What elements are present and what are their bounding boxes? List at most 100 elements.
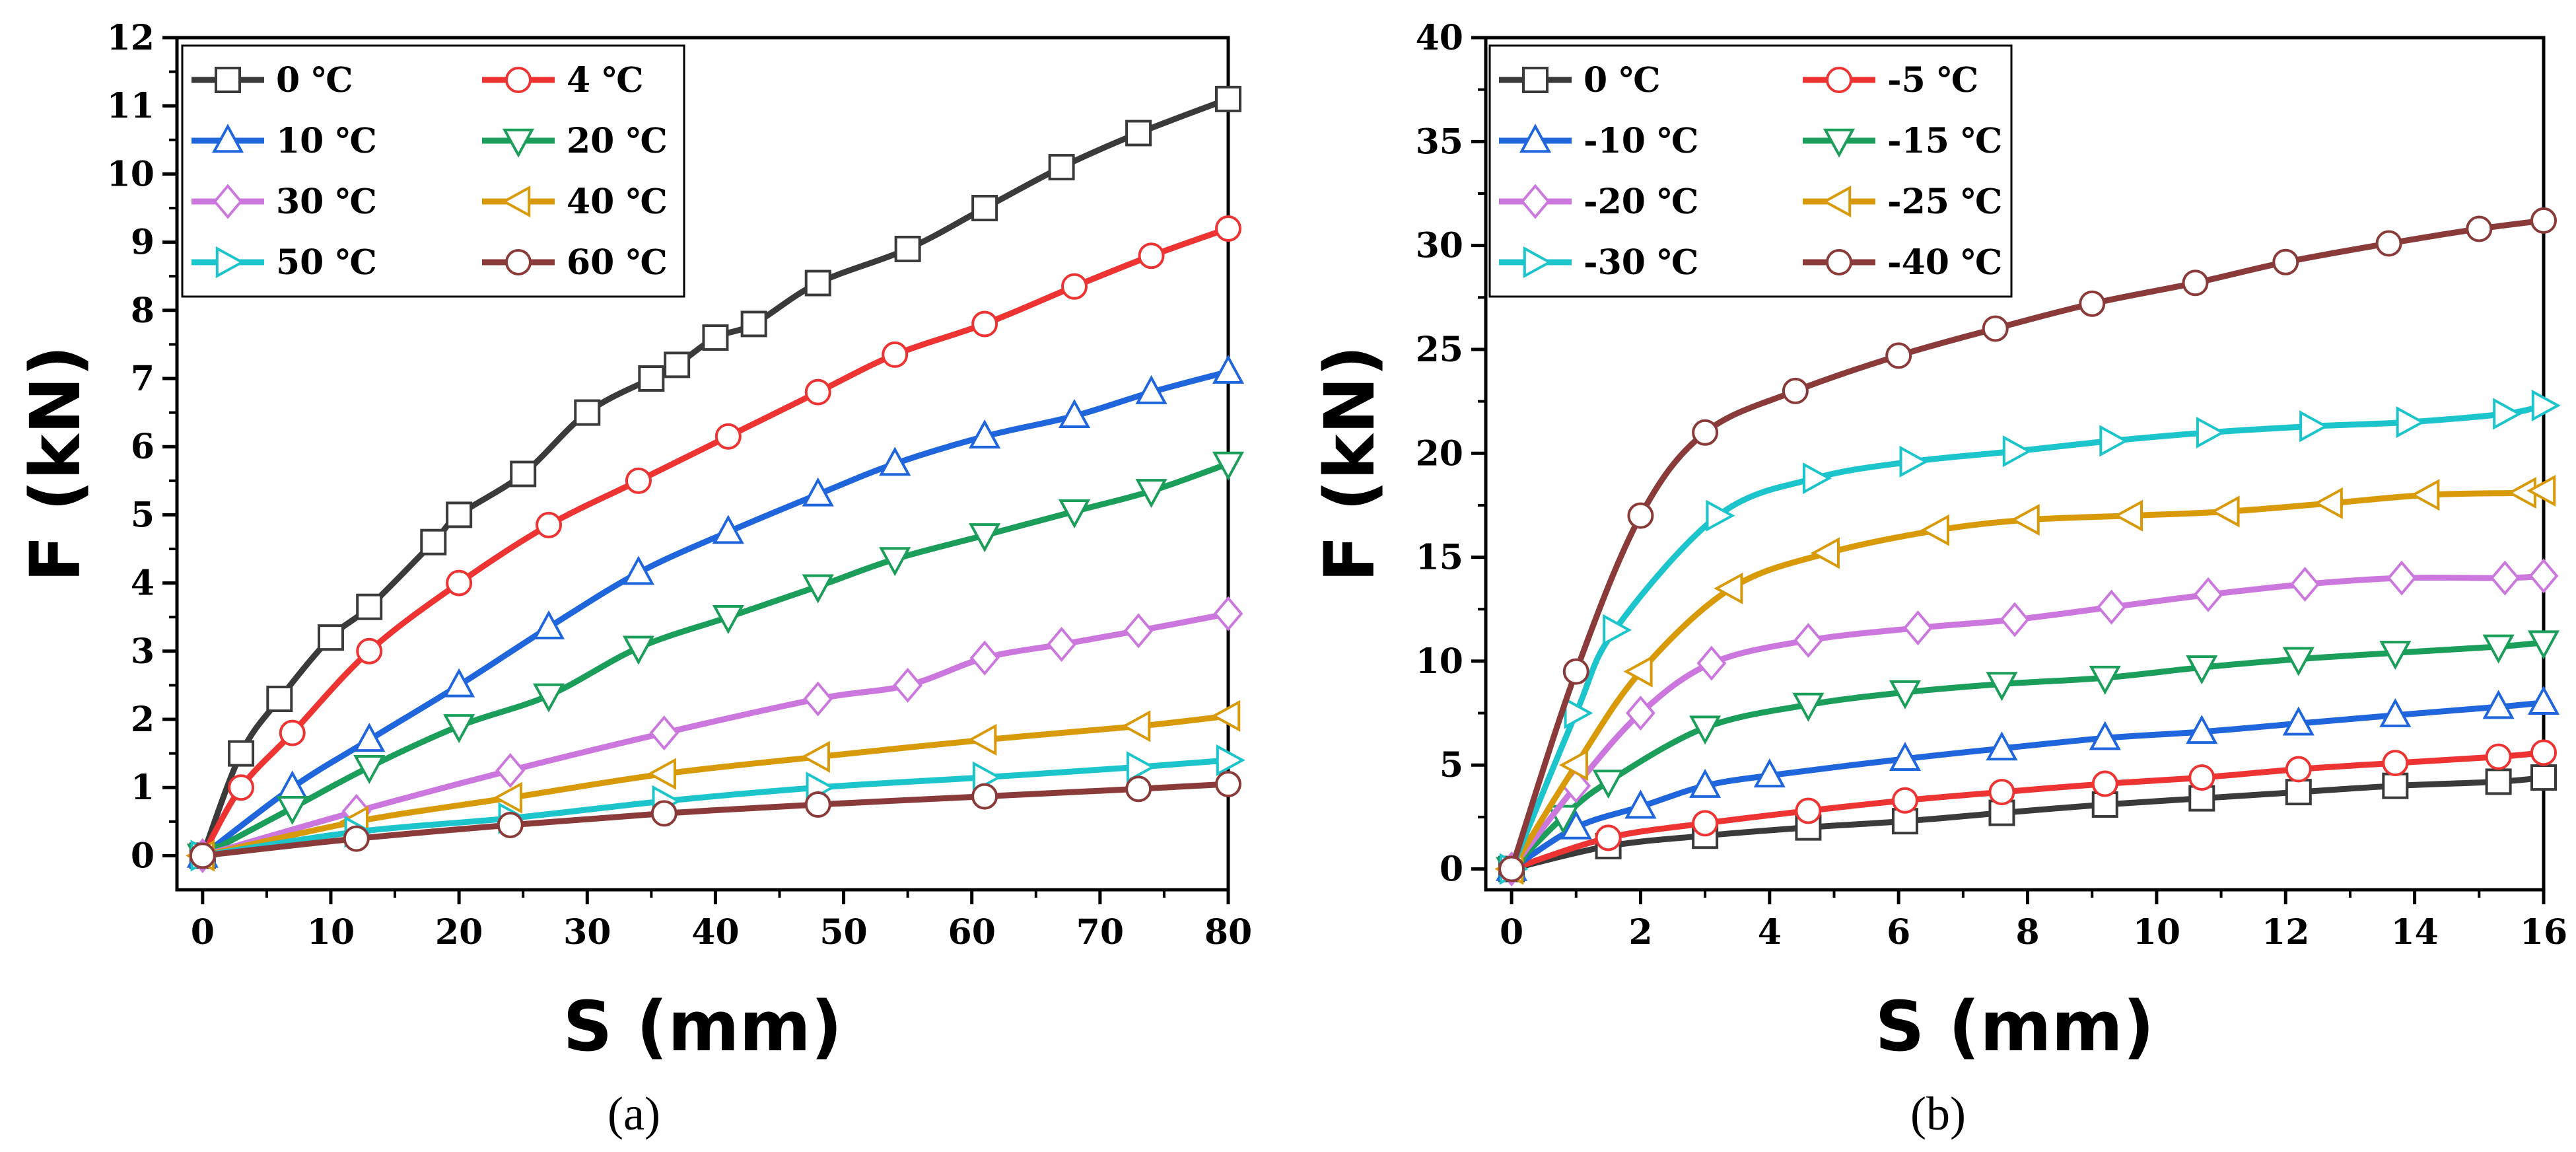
y-tick-label: 4	[131, 563, 155, 604]
legend-marker	[215, 246, 245, 279]
data-point	[1216, 744, 1245, 776]
data-point	[276, 795, 308, 825]
y-tick-label: 8	[131, 291, 155, 331]
data-point	[1058, 499, 1091, 529]
y-tick-label: 0	[1440, 849, 1463, 890]
data-point	[1558, 749, 1588, 781]
data-point	[2396, 406, 2425, 439]
data-point	[1126, 751, 1156, 783]
panel-b: 0 2 4 6 8 10 12 14 16 0 5 10 15 20 25 30 35 40 0 ℃ -5 ℃ -10…	[1309, 18, 2567, 1140]
data-point	[1706, 499, 1735, 532]
data-point	[574, 399, 601, 426]
data-point	[1802, 462, 1832, 495]
data-point	[1058, 398, 1091, 428]
data-point	[497, 811, 524, 838]
data-point	[2091, 770, 2118, 797]
data-point	[1689, 715, 1722, 745]
data-point	[317, 624, 344, 651]
x-tick-label: 16	[2520, 912, 2567, 953]
data-point	[1795, 797, 1822, 824]
x-tick-label: 6	[1887, 912, 1910, 953]
data-point	[1753, 758, 1786, 788]
legend-box	[181, 44, 685, 298]
data-point	[894, 235, 921, 262]
x-tick-label: 80	[1204, 912, 1252, 953]
data-point	[1899, 445, 1929, 478]
y-tick-label: 35	[1416, 122, 1463, 162]
legend-marker	[505, 67, 532, 93]
data-point	[2530, 764, 2557, 791]
x-tick-label: 10	[2133, 912, 2180, 953]
data-point	[650, 800, 678, 827]
data-point	[495, 752, 526, 788]
y-tick-label: 30	[1416, 226, 1463, 266]
data-point	[2097, 589, 2126, 625]
data-point	[800, 740, 830, 773]
data-point	[2299, 410, 2329, 443]
data-point	[2010, 503, 2040, 536]
y-tick-label: 25	[1416, 330, 1463, 370]
data-point	[971, 783, 998, 810]
legend-label: -15 ℃	[1887, 121, 2002, 161]
series-line	[1508, 487, 2547, 873]
data-point	[446, 501, 473, 528]
data-point	[2182, 270, 2209, 297]
data-point	[804, 270, 831, 297]
data-point	[1498, 855, 1525, 882]
data-point	[740, 310, 767, 338]
data-point	[1592, 770, 1624, 799]
legend-label: 0 ℃	[276, 60, 353, 100]
legend-label: 0 ℃	[1584, 60, 1661, 100]
data-point	[2527, 686, 2560, 715]
legend-label: -20 ℃	[1584, 182, 1698, 222]
data-point	[712, 605, 744, 634]
legend-label: 40 ℃	[567, 182, 668, 222]
data-point	[443, 668, 475, 698]
data-point	[2282, 647, 2315, 676]
data-point	[2196, 416, 2225, 449]
data-point	[2114, 499, 2143, 532]
data-point	[2527, 630, 2560, 660]
data-point	[1793, 622, 1823, 658]
data-point	[353, 755, 386, 785]
x-tick-label: 60	[948, 912, 996, 953]
series-group	[186, 85, 1245, 873]
x-tick-label: 8	[2015, 912, 2039, 953]
data-point	[2282, 706, 2315, 736]
data-point	[443, 714, 475, 744]
data-point	[532, 610, 565, 639]
y-tick-label: 40	[1416, 18, 1463, 58]
data-point	[622, 635, 655, 665]
data-point	[356, 593, 383, 620]
data-point	[804, 378, 831, 406]
data-point	[1047, 626, 1077, 662]
legend-label: 10 ℃	[276, 121, 377, 161]
y-tick-label: 1	[131, 768, 155, 808]
data-point	[1213, 596, 1243, 631]
y-tick-label: 20	[1416, 433, 1463, 474]
x-tick-label: 0	[1500, 912, 1523, 953]
data-point	[625, 467, 652, 494]
data-point	[2089, 721, 2121, 750]
data-point	[1988, 779, 2015, 806]
y-tick-label: 10	[1416, 641, 1463, 682]
data-point	[2485, 768, 2512, 795]
data-point	[2188, 764, 2215, 791]
data-point	[2526, 474, 2556, 507]
data-point	[1889, 742, 1922, 771]
legend-label: 20 ℃	[567, 121, 668, 161]
data-point	[1885, 342, 1912, 369]
data-point	[1560, 810, 1592, 840]
x-tick-label: 14	[2390, 912, 2438, 953]
data-point	[1982, 315, 2009, 342]
data-point	[802, 574, 834, 604]
data-point	[1889, 680, 1922, 709]
data-point	[2382, 772, 2409, 799]
data-point	[343, 825, 370, 852]
data-point	[893, 667, 923, 703]
x-tick-label: 4	[1758, 912, 1782, 953]
data-point	[1138, 242, 1165, 270]
data-point	[1627, 502, 1654, 529]
